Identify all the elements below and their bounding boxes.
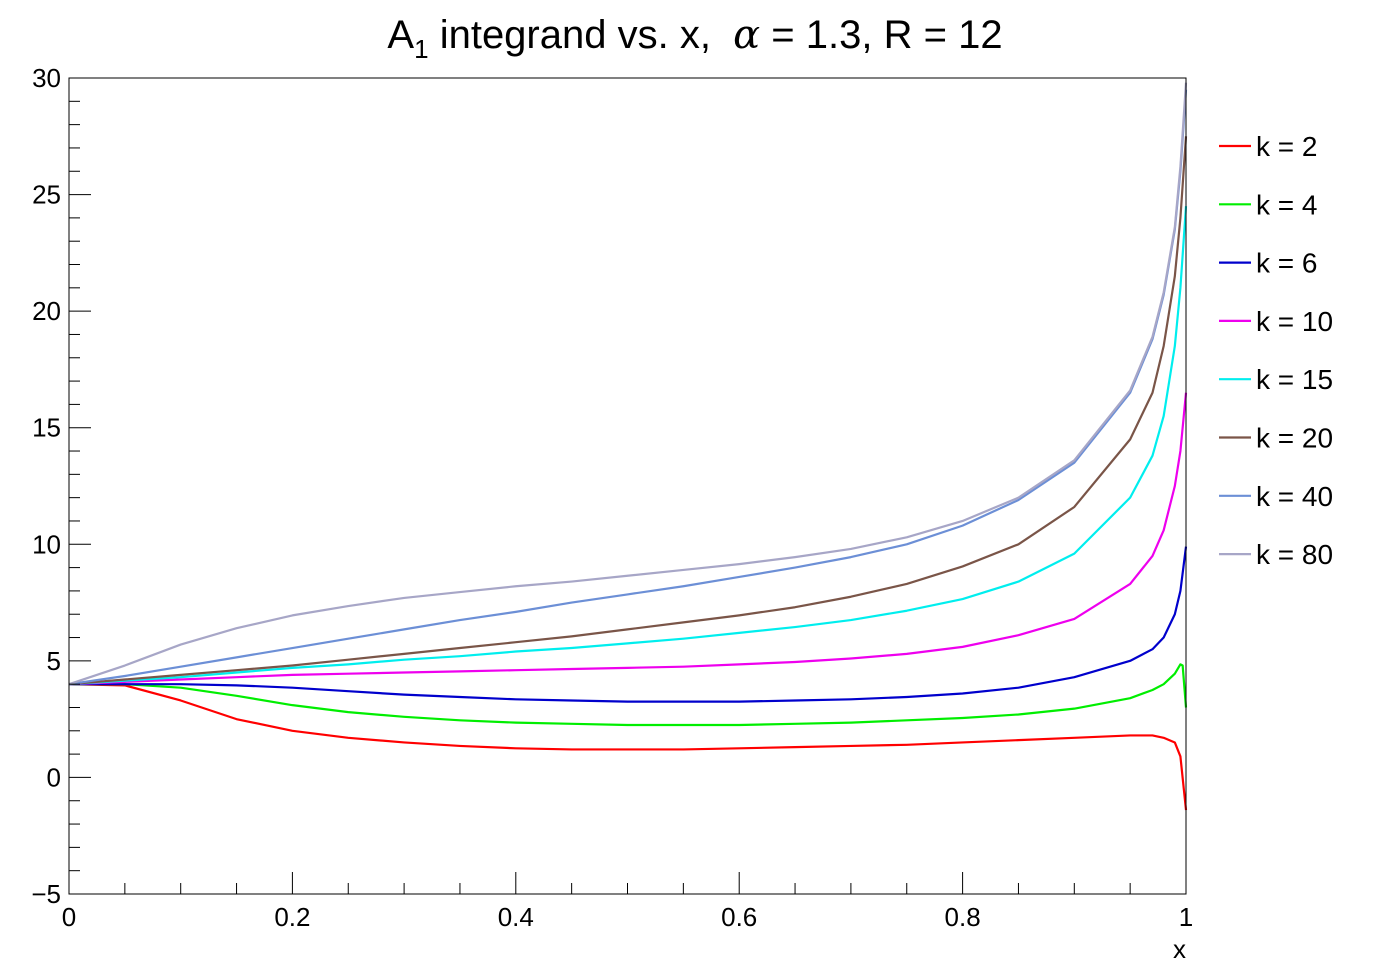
x-tick-label: 0.2 — [274, 902, 310, 932]
x-tick-label: 0.8 — [945, 902, 981, 932]
x-tick-label: 1 — [1179, 902, 1193, 932]
legend: k = 2 k = 4 k = 6 k = 10 k = 15 k = 20 k = 40 k… — [1219, 131, 1333, 570]
legend-label: k = 40 — [1256, 481, 1333, 512]
legend-item: k = 2 — [1219, 131, 1317, 162]
y-tick-label: 10 — [32, 529, 61, 559]
legend-item: k = 20 — [1219, 423, 1333, 454]
legend-label: k = 15 — [1256, 364, 1333, 395]
series-line-3 — [68, 392, 1188, 686]
series-line-2 — [69, 546, 1188, 703]
ticks-layer — [68, 77, 1187, 895]
x-tick-label: 0.6 — [721, 902, 757, 932]
legend-item: k = 40 — [1219, 481, 1333, 512]
series-line-7 — [68, 82, 1188, 686]
series-layer — [68, 82, 1188, 811]
legend-label: k = 6 — [1256, 248, 1317, 279]
legend-item: k = 80 — [1219, 539, 1333, 570]
legend-item: k = 15 — [1219, 364, 1333, 395]
y-tick-label: 20 — [32, 296, 61, 326]
legend-label: k = 2 — [1256, 131, 1317, 162]
series-line-4 — [68, 206, 1188, 686]
legend-label: k = 20 — [1256, 423, 1333, 454]
legend-item: k = 6 — [1219, 248, 1317, 279]
y-tick-label: 0 — [47, 762, 61, 792]
series-line-5 — [68, 136, 1188, 686]
series-line-1 — [69, 663, 1188, 727]
y-tick-label: 15 — [32, 413, 61, 443]
x-axis-label: x — [1173, 934, 1186, 964]
series-line-6 — [68, 89, 1188, 686]
chart-title: A1 integrand vs. x, α = 1.3, R = 12 — [387, 12, 1002, 64]
y-tick-label: 30 — [32, 63, 61, 93]
legend-item: k = 4 — [1219, 189, 1317, 220]
plot-frame — [68, 77, 1187, 895]
series-line-0 — [68, 683, 1188, 811]
legend-label: k = 4 — [1256, 189, 1317, 220]
y-tick-label: 5 — [47, 646, 61, 676]
y-tick-label: −5 — [31, 879, 61, 909]
legend-label: k = 10 — [1256, 306, 1333, 337]
legend-label: k = 80 — [1256, 539, 1333, 570]
legend-item: k = 10 — [1219, 306, 1333, 337]
x-tick-label: 0 — [62, 902, 76, 932]
x-tick-label: 0.4 — [498, 902, 534, 932]
y-tick-label: 25 — [32, 180, 61, 210]
